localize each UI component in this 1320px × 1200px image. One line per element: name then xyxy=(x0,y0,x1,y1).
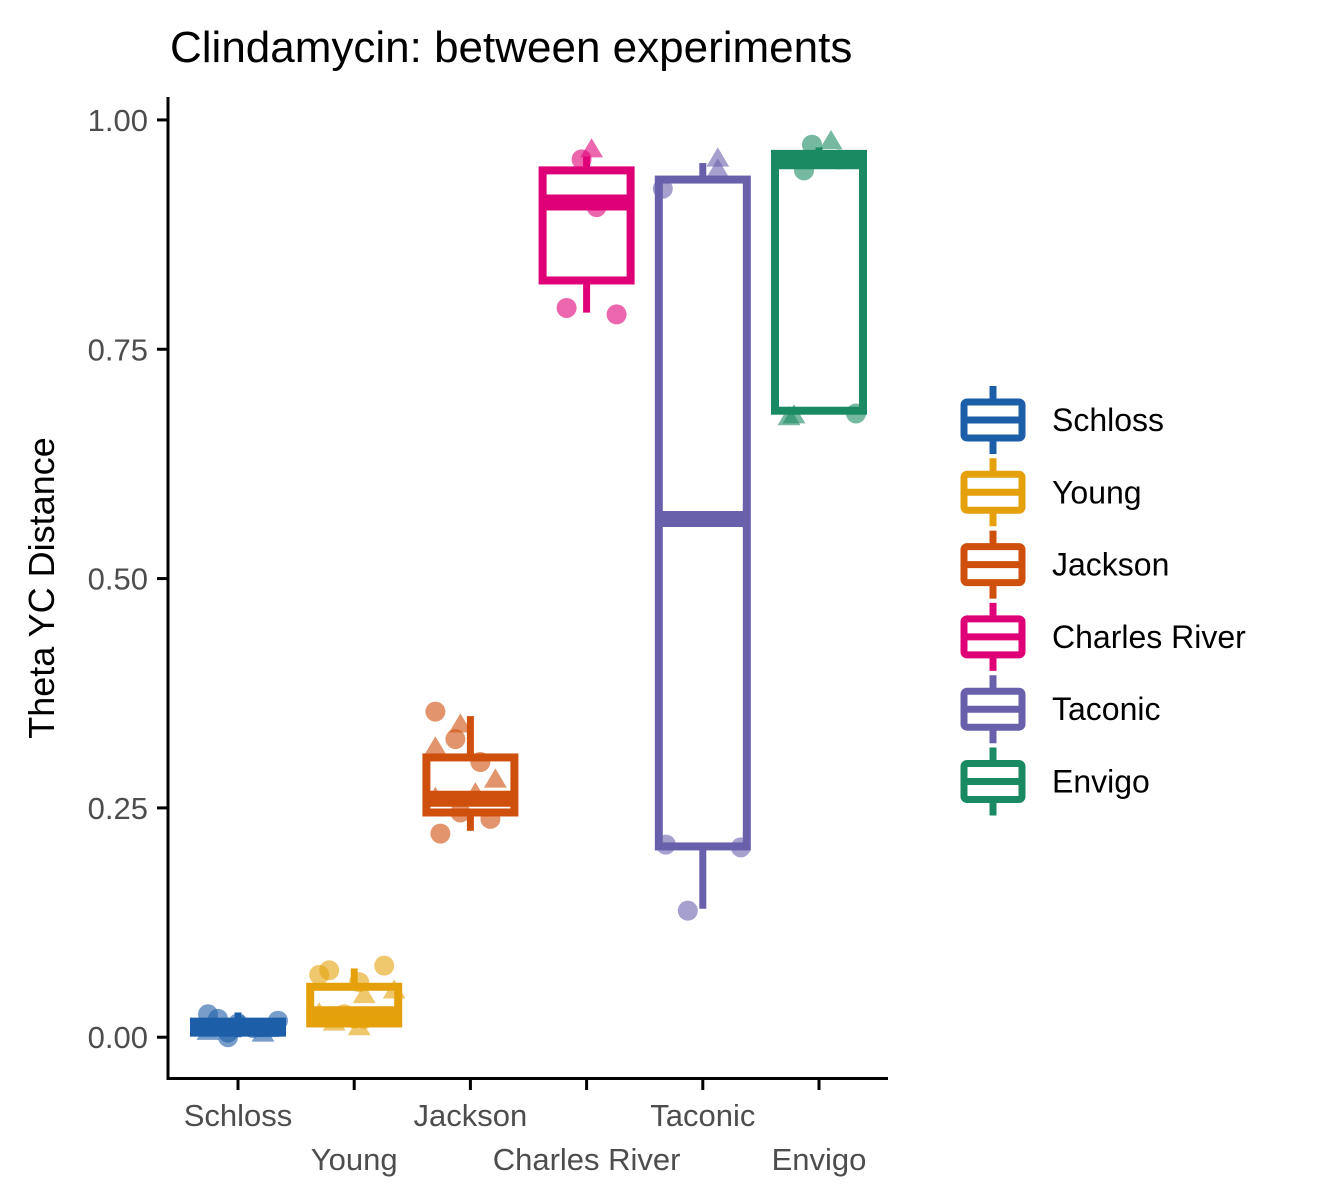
x-tick-label: Schloss xyxy=(184,1098,293,1133)
y-axis: 0.00 0.25 0.50 0.75 1.00 xyxy=(88,97,170,1080)
data-point-triangle xyxy=(352,983,376,1004)
data-point-circle xyxy=(374,955,395,976)
legend-label: Envigo xyxy=(1052,764,1150,800)
data-point-triangle xyxy=(706,147,730,167)
legend-label: Schloss xyxy=(1052,402,1164,438)
y-tick-label: 1.00 xyxy=(88,103,148,138)
x-tick-label: Envigo xyxy=(772,1142,867,1177)
box-body xyxy=(306,982,403,1028)
box-body xyxy=(538,166,635,285)
x-tick-label: Taconic xyxy=(650,1098,755,1133)
data-point-triangle xyxy=(819,129,843,150)
y-tick-label: 0.75 xyxy=(88,332,148,367)
data-point-triangle xyxy=(484,768,507,788)
x-axis: Schloss Young Jackson Charles River Taconic E… xyxy=(166,1077,888,1177)
box-jackson xyxy=(422,716,519,831)
y-tick-label: 0.25 xyxy=(88,791,148,826)
data-point-circle xyxy=(677,900,698,921)
y-tick-label: 0.50 xyxy=(88,562,148,597)
data-point-circle xyxy=(556,297,577,318)
data-point-circle xyxy=(445,729,466,750)
box-charles-river xyxy=(538,156,635,313)
legend-item-envigo: Envigo xyxy=(960,747,1150,816)
chart-title: Clindamycin: between experiments xyxy=(170,23,852,72)
data-point-circle xyxy=(425,701,446,722)
data-point-triangle xyxy=(449,713,472,733)
legend-item-charles-river: Charles River xyxy=(960,602,1246,671)
data-point-circle xyxy=(430,823,451,844)
box-taconic xyxy=(654,163,751,909)
legend-item-young: Young xyxy=(960,458,1142,527)
data-point-triangle xyxy=(777,406,801,426)
legend-label: Jackson xyxy=(1052,547,1169,583)
x-tick-label: Jackson xyxy=(414,1098,528,1133)
x-tick-label: Charles River xyxy=(493,1142,681,1177)
x-tick-label: Young xyxy=(311,1142,398,1177)
data-point-triangle xyxy=(580,138,603,158)
data-point-circle xyxy=(319,960,340,981)
box-body xyxy=(771,149,867,415)
box-envigo xyxy=(771,147,867,415)
legend-label: Young xyxy=(1052,474,1142,510)
legend: Schloss Young Jackson Charles River Taconic E… xyxy=(960,386,1246,816)
data-point-triangle xyxy=(706,158,730,178)
legend-item-schloss: Schloss xyxy=(960,386,1164,454)
plot-area xyxy=(190,129,867,1048)
legend-item-jackson: Jackson xyxy=(960,530,1169,599)
box-body xyxy=(422,753,519,817)
y-tick-label: 0.00 xyxy=(88,1020,148,1055)
boxes-layer xyxy=(190,147,867,1038)
box-schloss xyxy=(190,1012,286,1038)
legend-label: Taconic xyxy=(1052,691,1161,727)
box-young xyxy=(306,968,403,1029)
legend-item-taconic: Taconic xyxy=(960,675,1161,744)
data-point-circle xyxy=(606,304,627,325)
points-layer xyxy=(196,129,866,1048)
legend-label: Charles River xyxy=(1052,619,1246,655)
y-axis-title: Theta YC Distance xyxy=(21,437,62,738)
data-point-triangle xyxy=(424,736,447,756)
